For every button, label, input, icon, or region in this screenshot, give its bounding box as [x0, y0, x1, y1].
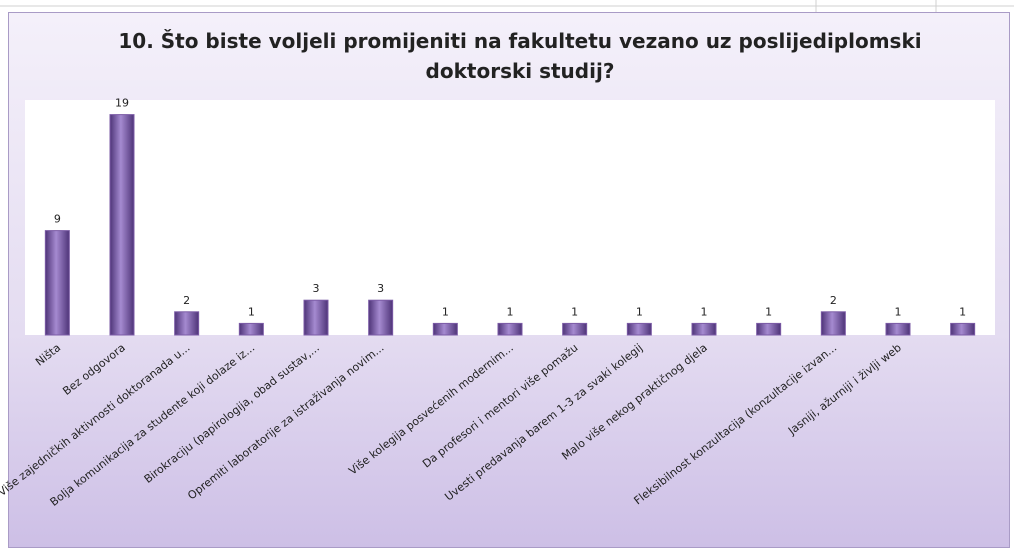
- bar: [820, 311, 846, 336]
- data-label: 1: [248, 305, 255, 318]
- bar: [44, 230, 70, 336]
- bar: [562, 322, 588, 336]
- data-label: 2: [183, 294, 190, 307]
- bar: [303, 299, 329, 336]
- x-tick-label: Ništa: [33, 341, 63, 369]
- data-label: 1: [959, 305, 966, 318]
- data-label: 1: [442, 305, 449, 318]
- bar: [885, 322, 911, 336]
- data-label: 3: [377, 282, 384, 295]
- bar: [109, 114, 135, 336]
- bar: [174, 311, 200, 336]
- bar: [756, 322, 782, 336]
- data-label: 1: [701, 305, 708, 318]
- chart-title: 10. Što biste voljeli promijeniti na fak…: [118, 29, 922, 83]
- bar: [432, 322, 458, 336]
- bar: [950, 322, 976, 336]
- data-label: 19: [115, 97, 129, 110]
- data-label: 1: [765, 305, 772, 318]
- x-tick-label: Jasniji, ažurniji i življi web: [785, 341, 904, 438]
- x-tick-label: Bez odgovora: [60, 341, 128, 398]
- bar: [368, 299, 394, 336]
- data-label: 1: [636, 305, 643, 318]
- bar: [626, 322, 652, 336]
- data-label: 3: [313, 282, 320, 295]
- data-label: 1: [507, 305, 514, 318]
- bar: [238, 322, 264, 336]
- bar: [497, 322, 523, 336]
- data-label: 1: [895, 305, 902, 318]
- data-label: 2: [830, 294, 837, 307]
- data-label: 9: [54, 213, 61, 226]
- plot-area: [25, 100, 995, 335]
- bar: [691, 322, 717, 336]
- data-label: 1: [571, 305, 578, 318]
